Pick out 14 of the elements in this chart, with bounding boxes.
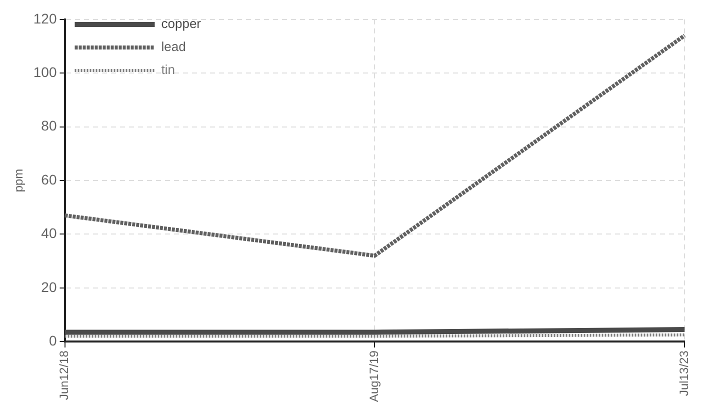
x-tick-label: Aug17/19 [366, 350, 381, 402]
y-tick-label: 120 [33, 10, 57, 26]
y-tick-label: 80 [41, 118, 57, 134]
x-tick-label: Jul13/23 [676, 350, 691, 396]
text: lead [161, 39, 186, 54]
text: tin [161, 62, 175, 78]
y-tick-label: 0 [48, 332, 57, 348]
y-tick-label: 40 [41, 225, 57, 242]
y-tick-label: 60 [41, 171, 57, 188]
text: copper [161, 16, 202, 32]
x-tick-label: Jun12/18 [57, 350, 72, 400]
y-tick-label: 100 [33, 64, 57, 80]
y-axis-title: ppm [12, 168, 26, 192]
y-tick-label: 20 [41, 278, 57, 295]
